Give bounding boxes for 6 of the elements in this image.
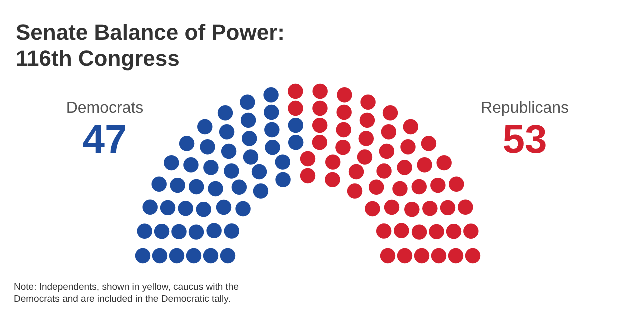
data-label: 47 bbox=[82, 118, 128, 162]
category-label: Democrats bbox=[65, 100, 145, 118]
text: Senate Balance of Power: 116th Congress bbox=[16, 20, 286, 72]
category-label: Republicans bbox=[480, 100, 570, 118]
data-label: 53 bbox=[502, 118, 548, 162]
text: Note: Independents, shown in yellow, caucus with the Democrats and are included in the Democratic tally. bbox=[14, 282, 240, 306]
